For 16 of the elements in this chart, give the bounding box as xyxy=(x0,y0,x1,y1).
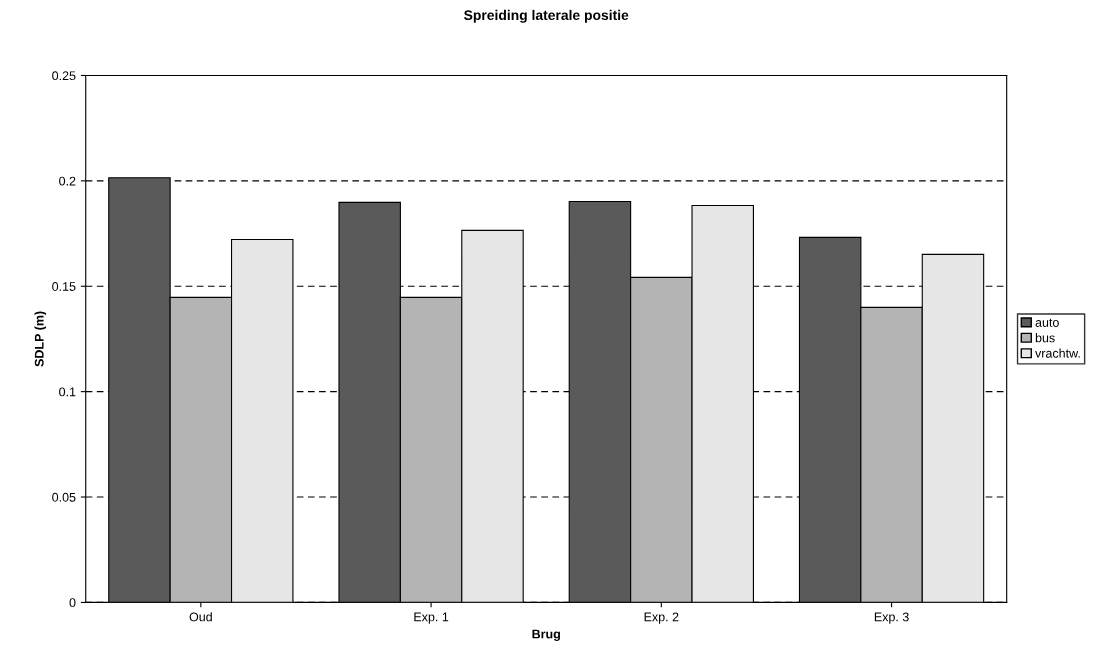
y-tick-label: 0.2 xyxy=(59,176,76,186)
legend-label: vrachtw. xyxy=(1035,348,1080,358)
x-tick-label: Exp. 1 xyxy=(414,612,449,624)
y-axis-title: SDLP (m) xyxy=(34,311,47,367)
y-tick-label: 0 xyxy=(69,598,76,608)
y-tick-label: 0.25 xyxy=(52,71,76,81)
x-axis-title: Brug xyxy=(532,629,560,641)
chart-title: Spreiding laterale positie xyxy=(464,9,629,23)
x-tick-label: Exp. 3 xyxy=(874,612,909,624)
y-tick-label: 0.05 xyxy=(52,492,76,502)
x-tick-label: Oud xyxy=(189,612,212,622)
legend-label: auto xyxy=(1035,318,1059,327)
x-tick-label: Exp. 2 xyxy=(644,612,679,624)
y-tick-label: 0.15 xyxy=(52,282,76,291)
legend-label: bus xyxy=(1035,333,1055,343)
y-tick-label: 0.1 xyxy=(59,387,76,397)
